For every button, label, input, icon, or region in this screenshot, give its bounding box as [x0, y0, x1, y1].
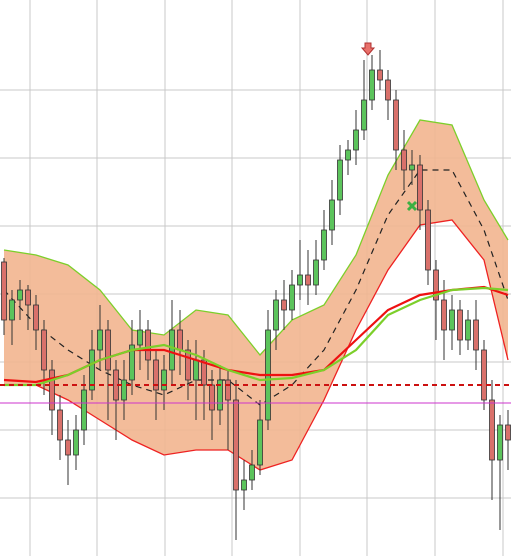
candle-body	[81, 389, 87, 431]
candle-body	[193, 359, 199, 381]
buy-signal	[406, 200, 418, 212]
candle-body	[73, 429, 79, 456]
candle-body	[241, 479, 247, 491]
candle-body	[353, 129, 359, 151]
candle-body	[369, 69, 375, 101]
candle-body	[289, 284, 295, 311]
candle-body	[321, 229, 327, 261]
candle-body	[273, 299, 279, 331]
candle-body	[225, 379, 231, 401]
candle-body	[177, 329, 183, 351]
candle-body	[457, 309, 463, 341]
candle-body	[129, 344, 135, 381]
candle-body	[33, 304, 39, 331]
candle-body	[217, 379, 223, 411]
candle-body	[441, 299, 447, 331]
candle-body	[409, 164, 415, 171]
candle-body	[201, 359, 207, 386]
candle-body	[153, 359, 159, 391]
candle-body	[473, 319, 479, 351]
candle-body	[401, 149, 407, 171]
overlay	[0, 285, 511, 404]
candle-body	[281, 299, 287, 311]
candle-body	[121, 379, 127, 401]
candles	[1, 50, 511, 540]
candle-body	[1, 261, 7, 321]
candle-body	[329, 199, 335, 231]
candle-body	[257, 419, 263, 466]
candle-body	[249, 464, 255, 481]
candle-body	[489, 399, 495, 461]
candle-body	[481, 349, 487, 401]
candle-body	[497, 424, 503, 461]
candle-body	[97, 329, 103, 351]
candle-body	[17, 289, 23, 301]
candle-body	[25, 289, 31, 306]
sell-signal	[360, 42, 376, 56]
candle-body	[41, 329, 47, 371]
candle-body	[377, 69, 383, 81]
candle-body	[49, 369, 55, 411]
candle-body	[305, 274, 311, 286]
candle-body	[145, 329, 151, 361]
candle-body	[385, 79, 391, 101]
candle-body	[9, 299, 15, 321]
candle-body	[185, 349, 191, 381]
candle-body	[433, 269, 439, 301]
candle-body	[65, 439, 71, 456]
candle-body	[105, 329, 111, 371]
candle-body	[297, 274, 303, 286]
candle-body	[393, 99, 399, 151]
candle-body	[137, 329, 143, 346]
candle-body	[465, 319, 471, 341]
candle-body	[233, 399, 239, 491]
candle-body	[425, 209, 431, 271]
candle-body	[345, 149, 351, 161]
candle-body	[505, 424, 511, 441]
candle-body	[89, 349, 95, 391]
candle-body	[361, 99, 367, 131]
candle-body	[169, 329, 175, 371]
candle-body	[161, 369, 167, 391]
candle-body	[209, 384, 215, 411]
candle-body	[449, 309, 455, 331]
candle-body	[313, 259, 319, 286]
candle-body	[57, 409, 63, 441]
candle-body	[337, 159, 343, 201]
band-fill	[4, 120, 508, 470]
signal-stroke	[406, 200, 418, 212]
band-upper	[3, 119, 509, 356]
candle-body	[417, 164, 423, 211]
moving-average	[4, 286, 509, 387]
